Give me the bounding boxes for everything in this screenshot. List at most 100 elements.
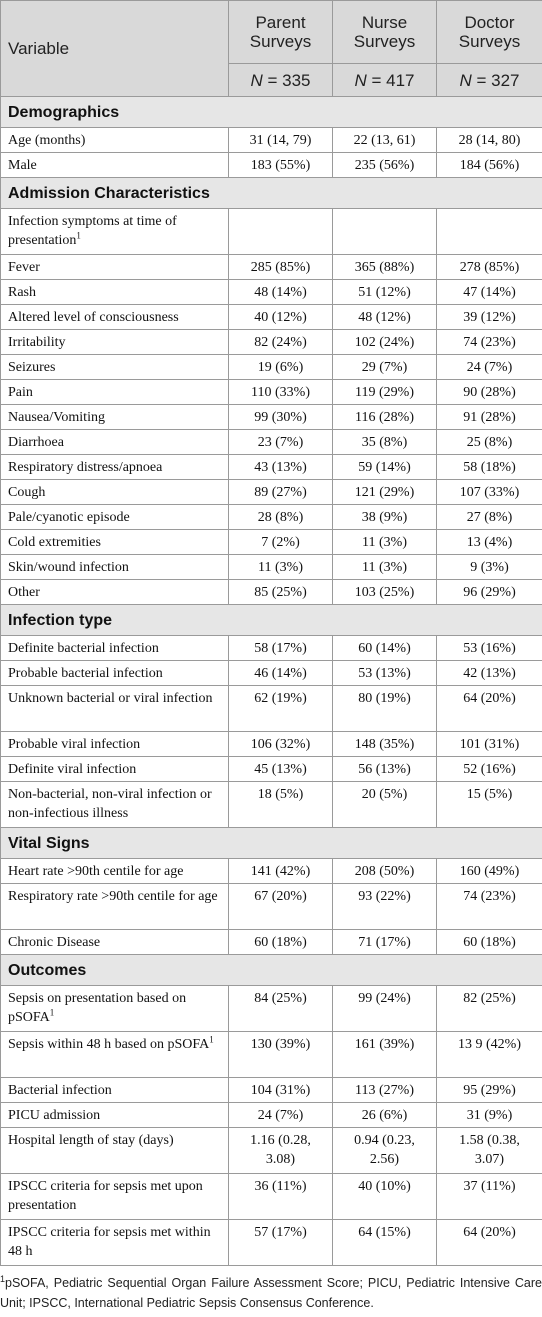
nurse-value: 148 (35%) <box>332 731 437 757</box>
parent-value <box>228 208 333 255</box>
table-row: Unknown bacterial or viral infection 62 (… <box>0 685 542 732</box>
parent-value: 45 (13%) <box>228 756 333 782</box>
row-label-text: Unknown bacterial or viral infection <box>8 691 213 706</box>
doctor-value <box>436 208 542 255</box>
row-label-text: Hospital length of stay (days) <box>8 1133 174 1148</box>
nurse-value: 11 (3%) <box>332 554 437 580</box>
n-symbol: N <box>459 70 472 90</box>
doctor-value: 64 (20%) <box>436 685 542 732</box>
section-row: Outcomes <box>0 954 542 986</box>
row-label: Definite bacterial infection <box>0 635 229 661</box>
table-row: PICU admission 24 (7%) 26 (6%) 31 (9%) <box>0 1102 542 1128</box>
nurse-value: 26 (6%) <box>332 1102 437 1128</box>
parent-value: 40 (12%) <box>228 304 333 330</box>
table-row: Irritability 82 (24%) 102 (24%) 74 (23%) <box>0 329 542 355</box>
table-row: Altered level of consciousness 40 (12%) 48… <box>0 304 542 330</box>
table-row: Probable bacterial infection 46 (14%) 53 (… <box>0 660 542 686</box>
section-title: Admission Characteristics <box>0 177 542 209</box>
footnote-reference: 1 <box>49 1007 55 1018</box>
nurse-value: 60 (14%) <box>332 635 437 661</box>
doctor-value: 9 (3%) <box>436 554 542 580</box>
parent-value: 23 (7%) <box>228 429 333 455</box>
row-label-text: Probable viral infection <box>8 736 141 752</box>
nurse-value: 0.94 (0.23, 2.56) <box>332 1127 437 1174</box>
doctor-value: 13 9 (42%) <box>436 1031 542 1078</box>
row-label-text: Non-bacterial, non-viral infection or no… <box>8 787 212 821</box>
row-label-text: Altered level of consciousness <box>8 309 179 325</box>
parent-value: 1.16 (0.28, 3.08) <box>228 1127 333 1174</box>
nurse-value: 53 (13%) <box>332 660 437 686</box>
doctor-value: 278 (85%) <box>436 254 542 280</box>
doctor-value: 96 (29%) <box>436 579 542 605</box>
row-label-text: Age (months) <box>8 132 86 148</box>
parent-value: 130 (39%) <box>228 1031 333 1078</box>
doctor-value: 52 (16%) <box>436 756 542 782</box>
parent-value: 43 (13%) <box>228 454 333 480</box>
doctor-value: 160 (49%) <box>436 858 542 884</box>
row-label-text: Irritability <box>8 334 66 350</box>
table-row: Diarrhoea 23 (7%) 35 (8%) 25 (8%) <box>0 429 542 455</box>
section-row: Demographics <box>0 96 542 128</box>
row-label-text: Cold extremities <box>8 534 101 550</box>
nurse-surveys-header: Nurse Surveys <box>332 0 437 64</box>
row-label: IPSCC criteria for sepsis met within 48 … <box>0 1219 229 1266</box>
nurse-value: 59 (14%) <box>332 454 437 480</box>
table-row: IPSCC criteria for sepsis met upon prese… <box>0 1173 542 1220</box>
nurse-value: 103 (25%) <box>332 579 437 605</box>
doctor-value: 74 (23%) <box>436 883 542 930</box>
row-label: Cough <box>0 479 229 505</box>
section-row: Admission Characteristics <box>0 177 542 209</box>
nurse-value: 56 (13%) <box>332 756 437 782</box>
nurse-value: 35 (8%) <box>332 429 437 455</box>
doctor-value: 39 (12%) <box>436 304 542 330</box>
row-label-text: Diarrhoea <box>8 434 64 450</box>
table-footnote: 1pSOFA, Pediatric Sequential Organ Failu… <box>0 1273 542 1313</box>
nurse-value: 116 (28%) <box>332 404 437 430</box>
nurse-value: 38 (9%) <box>332 504 437 530</box>
nurse-value: 80 (19%) <box>332 685 437 732</box>
n-value: = 327 <box>476 70 520 90</box>
table-row: Other 85 (25%) 103 (25%) 96 (29%) <box>0 579 542 605</box>
table-row: Hospital length of stay (days) 1.16 (0.28… <box>0 1127 542 1174</box>
parent-value: 285 (85%) <box>228 254 333 280</box>
table-row: Skin/wound infection 11 (3%) 11 (3%) 9 (3%) <box>0 554 542 580</box>
row-label: Hospital length of stay (days) <box>0 1127 229 1174</box>
table-row: Respiratory rate >90th centile for age 67… <box>0 883 542 930</box>
parent-value: 106 (32%) <box>228 731 333 757</box>
doctor-value: 28 (14, 80) <box>436 127 542 153</box>
section-row: Infection type <box>0 604 542 636</box>
parent-value: 141 (42%) <box>228 858 333 884</box>
row-label-text: Infection symptoms at time of presentati… <box>8 214 177 248</box>
parent-value: 89 (27%) <box>228 479 333 505</box>
footnote-reference: 1 <box>209 1034 214 1045</box>
row-label: Skin/wound infection <box>0 554 229 580</box>
doctor-surveys-header: Doctor Surveys <box>436 0 542 64</box>
row-label-text: Cough <box>8 484 46 500</box>
row-label: Fever <box>0 254 229 280</box>
nurse-value: 208 (50%) <box>332 858 437 884</box>
table-row: Fever 285 (85%) 365 (88%) 278 (85%) <box>0 254 542 280</box>
table-row: Nausea/Vomiting 99 (30%) 116 (28%) 91 (28%) <box>0 404 542 430</box>
section-title: Vital Signs <box>0 827 542 859</box>
table-row: Sepsis within 48 h based on pSOFA1 130 (3… <box>0 1031 542 1078</box>
doctor-value: 58 (18%) <box>436 454 542 480</box>
row-label-text: Sepsis within 48 h based on pSOFA <box>8 1037 210 1052</box>
parent-value: 82 (24%) <box>228 329 333 355</box>
parent-value: 67 (20%) <box>228 883 333 930</box>
parent-value: 19 (6%) <box>228 354 333 380</box>
nurse-value: 113 (27%) <box>332 1077 437 1103</box>
parent-value: 36 (11%) <box>228 1173 333 1220</box>
parent-value: 11 (3%) <box>228 554 333 580</box>
nurse-value: 235 (56%) <box>332 152 437 178</box>
doctor-n-header: N = 327 <box>436 63 542 97</box>
n-value: = 417 <box>371 70 415 90</box>
table-row: Cold extremities 7 (2%) 11 (3%) 13 (4%) <box>0 529 542 555</box>
row-label: Chronic Disease <box>0 929 229 955</box>
row-label-text: Other <box>8 584 40 600</box>
row-label: Definite viral infection <box>0 756 229 782</box>
table-row: Definite bacterial infection 58 (17%) 60 (… <box>0 635 542 661</box>
row-label-text: Pain <box>8 384 33 400</box>
row-label-text: PICU admission <box>8 1107 101 1123</box>
parent-value: 84 (25%) <box>228 985 333 1032</box>
